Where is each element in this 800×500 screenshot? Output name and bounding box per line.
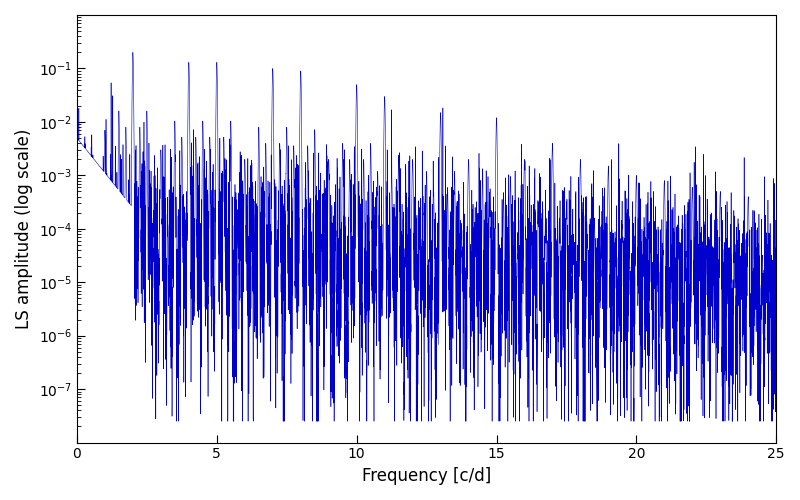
Y-axis label: LS amplitude (log scale): LS amplitude (log scale)	[15, 128, 33, 329]
X-axis label: Frequency [c/d]: Frequency [c/d]	[362, 467, 491, 485]
